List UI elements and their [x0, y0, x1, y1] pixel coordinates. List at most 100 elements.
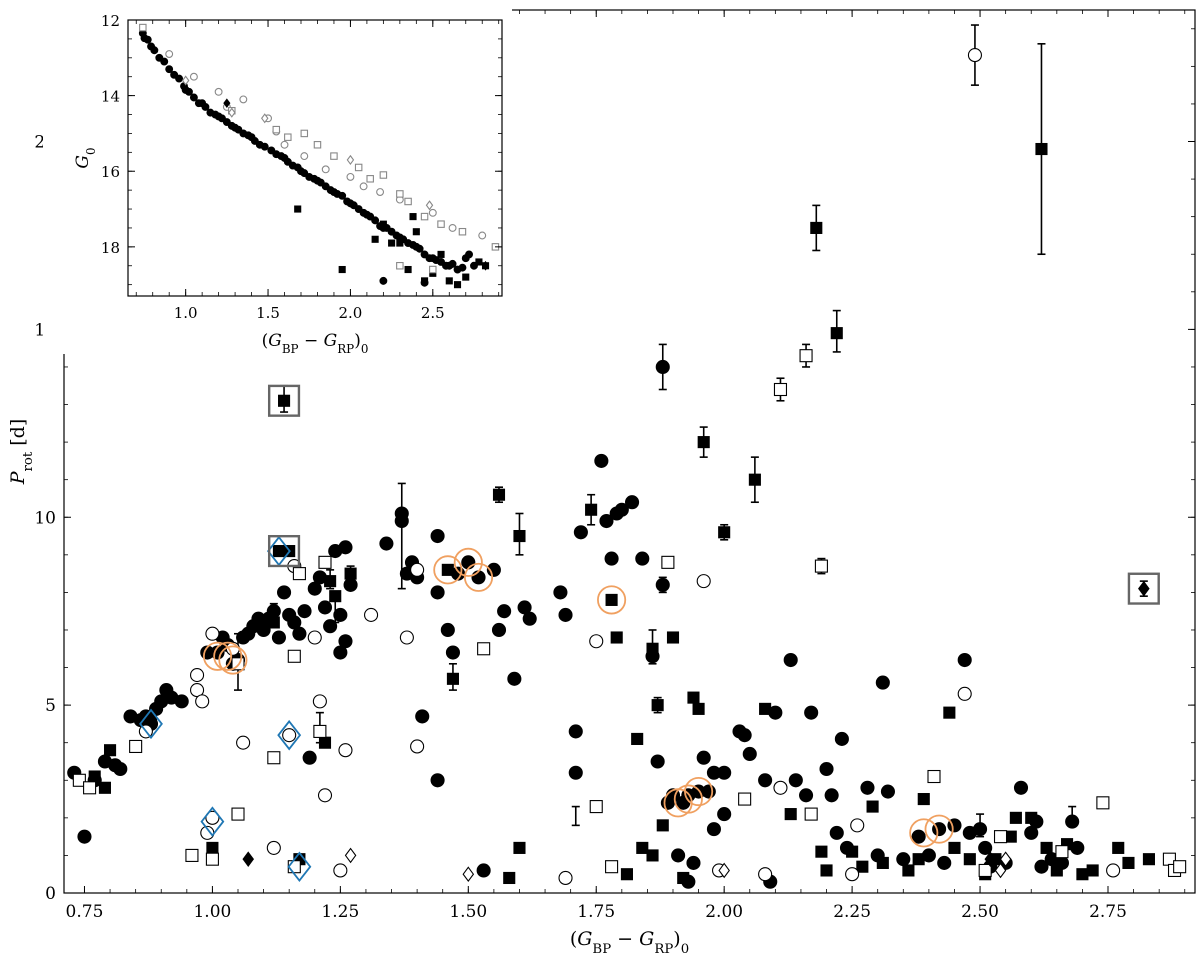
data-point-filled-square	[513, 841, 526, 854]
data-point-filled-square	[605, 593, 618, 606]
data-point-filled-circle	[461, 555, 476, 570]
data-point-open-diamond	[994, 862, 1007, 879]
data-point-filled-square	[1040, 841, 1053, 854]
data-point-filled-circle	[614, 502, 629, 517]
inset-point-filled-square	[437, 250, 445, 258]
data-point-filled-circle	[978, 840, 993, 855]
data-point-open-circle	[195, 694, 210, 709]
data-point-open-square	[1096, 796, 1110, 810]
data-point-filled-square	[446, 672, 459, 685]
inset-point-open-circle	[359, 182, 368, 191]
data-point-filled-diamond	[984, 851, 997, 868]
data-point-filled-circle	[717, 807, 732, 822]
data-point-open-square	[661, 555, 675, 569]
data-point-filled-square	[1112, 841, 1125, 854]
inset-y-tick-label: 18	[101, 239, 120, 257]
data-point-orange-ring	[213, 641, 243, 671]
inset-point-open-square	[379, 171, 388, 179]
data-point-open-square	[129, 739, 143, 754]
data-point-open-circle	[364, 607, 379, 622]
inset-point-open-square	[396, 262, 404, 270]
data-point-open-circle	[312, 694, 327, 709]
inset-point-open-circle	[478, 231, 487, 240]
data-point-open-diamond	[999, 851, 1012, 868]
data-point-filled-circle	[568, 765, 583, 780]
data-point-open-square	[927, 769, 941, 784]
data-point-open-circle	[205, 810, 220, 825]
data-point-filled-square	[631, 732, 644, 745]
data-point-filled-circle	[788, 773, 803, 788]
inset-point-filled-circle	[362, 210, 371, 219]
inset-point-open-circle	[448, 223, 457, 232]
inset-point-filled-square	[475, 258, 483, 266]
data-point-gray-box	[1127, 572, 1160, 605]
inset-point-open-square	[139, 23, 147, 32]
inset-point-open-circle	[280, 140, 289, 149]
data-point-filled-circle	[599, 513, 614, 529]
data-point-filled-square	[1025, 811, 1038, 824]
data-point-open-circle	[758, 867, 773, 882]
inset-chart-marks	[138, 23, 500, 289]
data-point-open-circle	[957, 686, 972, 701]
data-point-filled-diamond	[1138, 580, 1150, 597]
data-point-filled-square	[324, 575, 337, 588]
data-point-filled-circle	[317, 600, 333, 615]
inset-point-open-diamond	[181, 75, 190, 86]
data-point-filled-square	[1122, 856, 1135, 869]
main-x-tick-label: 1.50	[449, 902, 487, 922]
data-point-open-square	[72, 773, 86, 787]
data-point-filled-square	[267, 616, 280, 629]
data-point-open-circle	[205, 626, 220, 641]
data-point-filled-square	[692, 702, 705, 715]
data-point-filled-circle	[573, 525, 588, 540]
inset-point-filled-square	[453, 281, 462, 289]
data-point-filled-square	[585, 503, 598, 516]
data-point-filled-circle	[671, 848, 686, 863]
data-point-filled-square	[492, 488, 506, 501]
inset-point-filled-square	[388, 239, 396, 247]
inset-point-open-diamond	[261, 113, 269, 124]
inset-point-filled-diamond	[481, 260, 490, 271]
data-point-filled-square	[206, 841, 219, 854]
data-point-filled-diamond	[242, 851, 255, 868]
data-point-filled-square	[636, 841, 649, 854]
data-point-filled-circle	[804, 705, 819, 720]
data-point-open-square	[814, 559, 828, 573]
data-point-open-square	[287, 649, 301, 663]
data-point-filled-circle	[783, 652, 798, 668]
data-point-filled-circle	[880, 784, 895, 799]
inset-point-open-square	[420, 212, 429, 221]
data-point-filled-square	[88, 770, 101, 783]
inset-point-open-circle	[346, 172, 355, 181]
inset-point-filled-square	[396, 239, 404, 247]
data-point-filled-square	[1142, 853, 1155, 866]
data-point-filled-square	[98, 781, 111, 794]
main-frame	[63, 9, 1196, 894]
data-point-filled-circle	[758, 773, 773, 788]
data-point-filled-circle	[1034, 859, 1049, 874]
data-point-filled-circle	[491, 622, 507, 638]
inset-cmd-chart: 1.0 1.5 2.0 2.5 12 14 16 18 (GBP − GRP)0 G0	[43, 8, 512, 356]
data-point-filled-square	[344, 567, 357, 580]
data-point-filled-circle	[957, 652, 972, 668]
data-point-open-circle	[190, 668, 205, 683]
data-point-filled-square	[815, 845, 828, 858]
data-point-open-circle	[589, 634, 604, 649]
data-point-filled-circle	[497, 604, 512, 619]
data-point-open-diamond	[462, 866, 475, 883]
inset-point-filled-circle	[181, 85, 190, 94]
inset-x-tick-label: 1.5	[256, 304, 280, 322]
inset-point-open-square	[284, 133, 292, 141]
data-point-filled-circle	[343, 577, 358, 592]
data-point-orange-ring	[597, 585, 627, 615]
data-point-filled-square	[1009, 811, 1022, 824]
data-point-filled-circle	[686, 855, 701, 870]
data-point-filled-circle	[594, 453, 609, 468]
data-point-filled-circle	[440, 622, 455, 638]
data-point-filled-square	[963, 853, 976, 866]
inset-point-open-square	[272, 125, 281, 134]
data-point-filled-circle	[338, 634, 353, 649]
data-point-filled-circle	[875, 675, 890, 690]
data-point-open-diamond	[344, 847, 357, 864]
